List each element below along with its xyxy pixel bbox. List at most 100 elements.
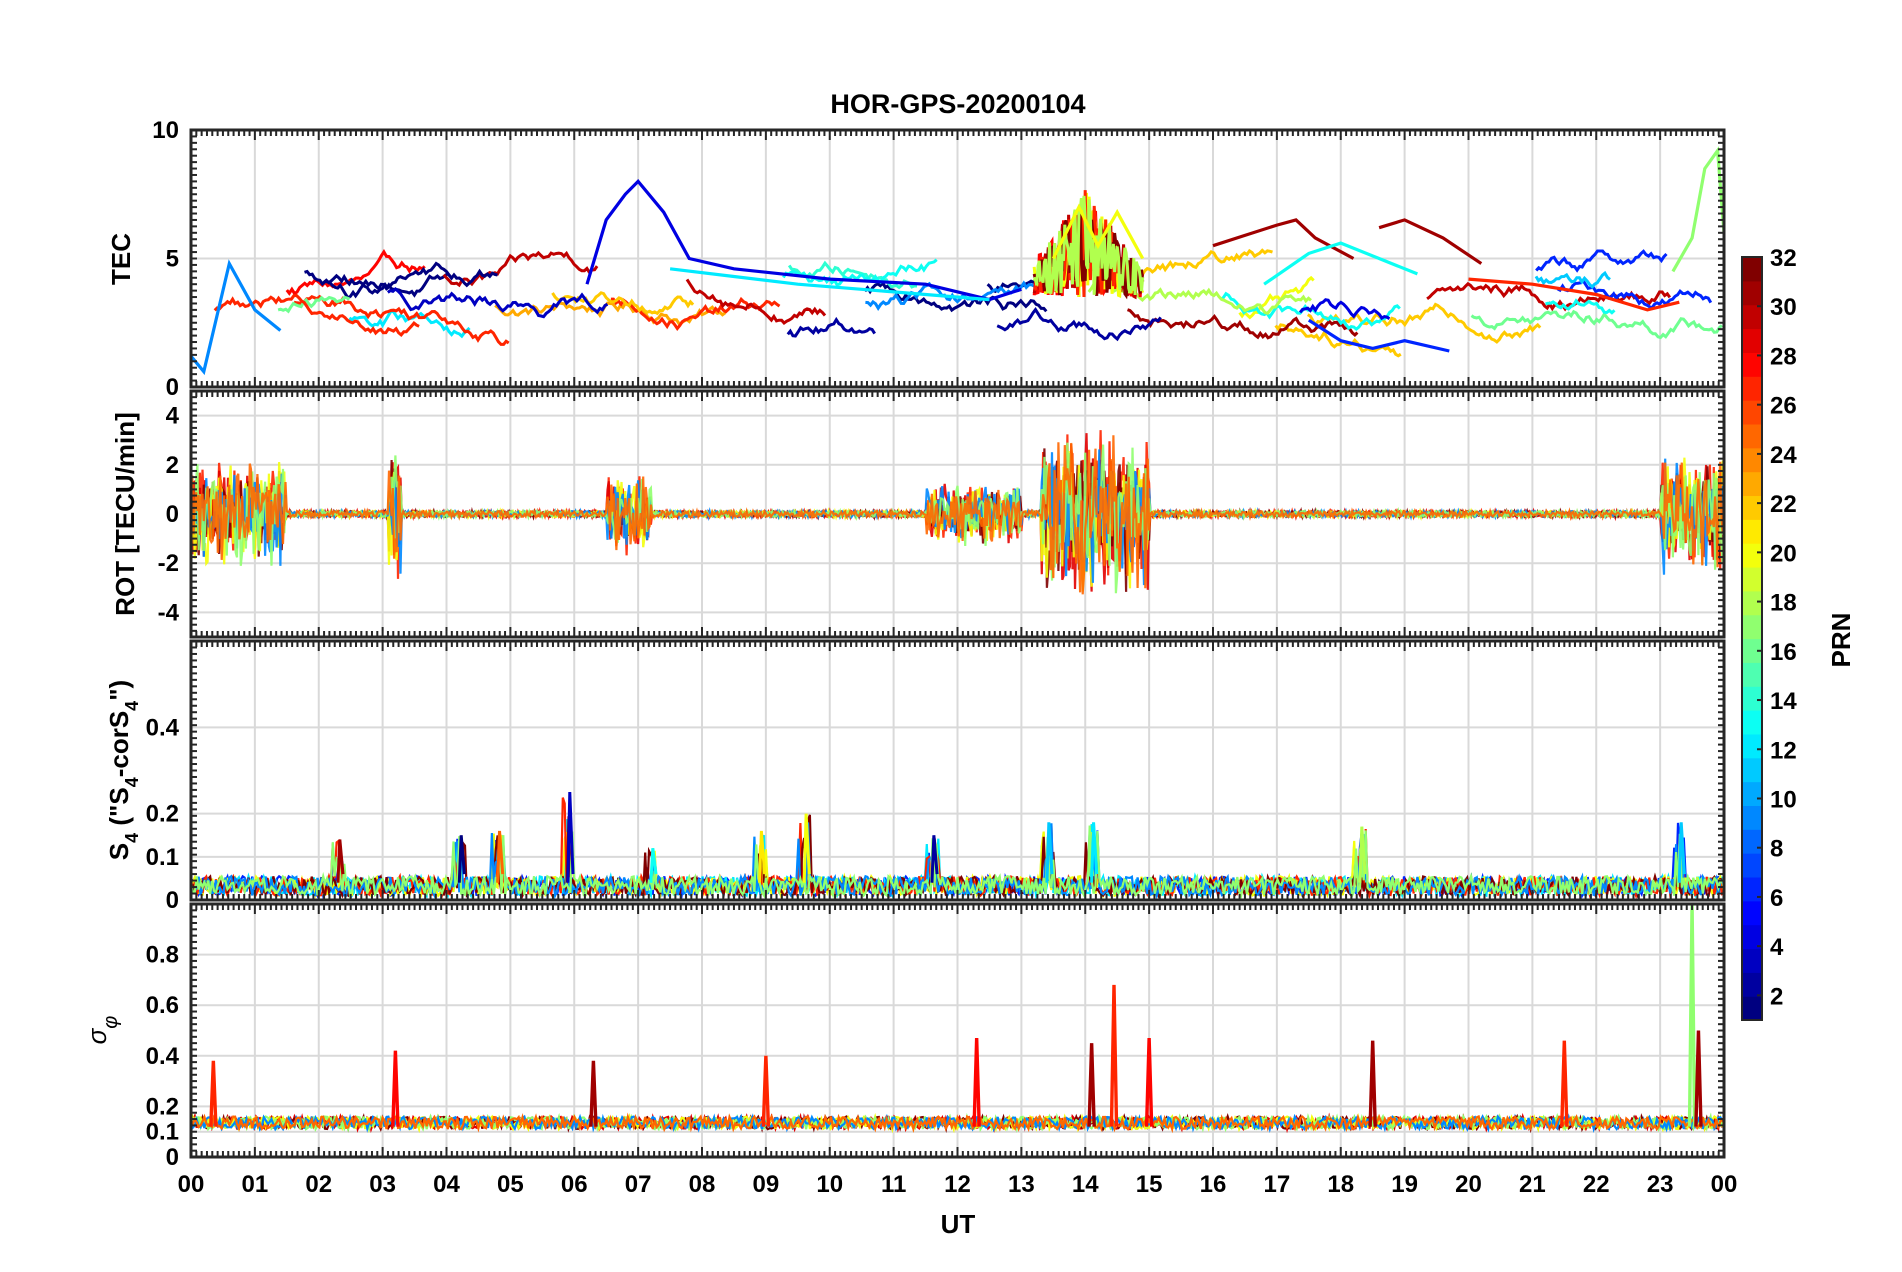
y-tick-label: -4 bbox=[158, 599, 180, 626]
sigma-spike bbox=[1109, 984, 1119, 1127]
colorbar-segment bbox=[1742, 996, 1762, 1021]
y-tick-label: 0.1 bbox=[146, 1119, 179, 1146]
y-axis-label: TEC bbox=[106, 233, 136, 285]
s4-peak bbox=[802, 813, 811, 883]
x-tick-label: 13 bbox=[1008, 1171, 1035, 1198]
y-tick-label: 0.2 bbox=[146, 1093, 179, 1120]
x-tick-label: 04 bbox=[433, 1171, 460, 1198]
panel-rot: -4 -2 0 2 4 ROT [TECU/min] bbox=[110, 389, 1726, 639]
colorbar-label: PRN bbox=[1826, 613, 1856, 668]
s4-peak bbox=[566, 792, 575, 883]
sigma-spike bbox=[1144, 1038, 1154, 1127]
colorbar-segment bbox=[1742, 924, 1762, 950]
colorbar-segment bbox=[1742, 519, 1762, 544]
x-tick-label: 00 bbox=[178, 1171, 205, 1198]
tec-trace bbox=[1535, 249, 1668, 273]
x-tick-label: 23 bbox=[1647, 1171, 1674, 1198]
y-axis-label: ROT [TECU/min] bbox=[110, 412, 140, 616]
sigma-spike bbox=[761, 1055, 771, 1127]
y-axis-label: σφ bbox=[82, 1016, 122, 1045]
y-tick-label: 0.2 bbox=[146, 801, 179, 828]
x-tick-label: 07 bbox=[625, 1171, 652, 1198]
colorbar-tick-label: 26 bbox=[1770, 393, 1797, 420]
traces bbox=[191, 904, 1724, 1134]
x-tick-label: 14 bbox=[1072, 1171, 1099, 1198]
sigma-spike bbox=[972, 1038, 981, 1127]
tec-trace bbox=[1306, 302, 1542, 344]
colorbar-segment bbox=[1742, 352, 1762, 377]
x-tick-label: 11 bbox=[881, 1171, 906, 1198]
x-tick-label: 01 bbox=[242, 1171, 269, 1198]
sigma-spike bbox=[1368, 1040, 1377, 1127]
colorbar-tick-label: 14 bbox=[1770, 688, 1797, 715]
tec-trace bbox=[1470, 309, 1723, 340]
panel-s4: 0 0.1 0.2 0.4S4 ("S4-corS4") bbox=[104, 639, 1726, 914]
colorbar-segment bbox=[1742, 566, 1762, 592]
colorbar-segment bbox=[1742, 781, 1762, 807]
sigma-spike bbox=[209, 1060, 218, 1127]
colorbar-tick-label: 20 bbox=[1770, 540, 1797, 567]
colorbar-tick-label: 2 bbox=[1770, 983, 1783, 1010]
colorbar-segment bbox=[1742, 948, 1762, 973]
colorbar-tick-label: 16 bbox=[1770, 639, 1797, 666]
tec-trace bbox=[782, 258, 938, 287]
x-tick-label: 22 bbox=[1583, 1171, 1610, 1198]
x-tick-label: 03 bbox=[369, 1171, 396, 1198]
sigma-trace bbox=[191, 1112, 1723, 1134]
rot-trace bbox=[191, 435, 1724, 595]
traces bbox=[191, 430, 1724, 595]
tec-trace bbox=[293, 294, 510, 346]
y-tick-label: 0.4 bbox=[146, 714, 180, 741]
chart-title: HOR-GPS-20200104 bbox=[830, 89, 1085, 119]
colorbar-frame bbox=[1741, 256, 1763, 1021]
x-tick-label: 00 bbox=[1711, 1171, 1738, 1198]
colorbar-tick-label: 30 bbox=[1770, 294, 1797, 321]
s4-peak bbox=[649, 848, 658, 883]
s4-peak bbox=[496, 830, 505, 883]
x-tick-label: 15 bbox=[1136, 1171, 1163, 1198]
colorbar-tick-label: 28 bbox=[1770, 343, 1797, 370]
x-tick-label: 08 bbox=[689, 1171, 716, 1198]
tec-series-prn-27 bbox=[1468, 277, 1680, 312]
tec-trace bbox=[1032, 195, 1145, 296]
tec-series-prn-6 bbox=[1307, 318, 1450, 353]
colorbar-tick-label: 8 bbox=[1770, 836, 1783, 863]
tec-trace bbox=[786, 316, 876, 338]
s4-peak bbox=[930, 835, 939, 883]
colorbar-segment bbox=[1742, 304, 1762, 330]
colorbar-tick-label: 6 bbox=[1770, 885, 1783, 912]
colorbar-tick-label: 4 bbox=[1770, 934, 1784, 961]
colorbar-segment bbox=[1742, 495, 1762, 520]
tec-trace bbox=[685, 278, 827, 325]
colorbar-segment bbox=[1742, 423, 1762, 449]
y-tick-label: 0 bbox=[166, 887, 179, 914]
y-tick-label: 4 bbox=[166, 403, 180, 430]
colorbar-segment bbox=[1742, 543, 1762, 568]
colorbar-tick-label: 12 bbox=[1770, 737, 1797, 764]
x-tick-label: 16 bbox=[1200, 1171, 1227, 1198]
x-axis-label: UT bbox=[941, 1209, 976, 1239]
x-tick-label: 21 bbox=[1519, 1171, 1546, 1198]
colorbar-segment bbox=[1742, 710, 1762, 735]
y-tick-label: 0.6 bbox=[146, 992, 179, 1019]
colorbar-segment bbox=[1742, 876, 1762, 902]
tec-trace bbox=[996, 306, 1162, 342]
colorbar-tick-label: 18 bbox=[1770, 590, 1797, 617]
tec-series-prn-31 bbox=[1378, 218, 1483, 265]
tec-series-prn-31 bbox=[1212, 218, 1355, 260]
tec-trace bbox=[277, 295, 351, 314]
colorbar-segment bbox=[1742, 376, 1762, 401]
colorbar-segment bbox=[1742, 447, 1762, 473]
sigma-spike bbox=[1687, 904, 1697, 1127]
tec-trace bbox=[787, 260, 917, 290]
x-tick-label: 20 bbox=[1455, 1171, 1482, 1198]
tec-series-prn-12 bbox=[669, 267, 990, 302]
colorbar-segment bbox=[1742, 686, 1762, 711]
tec-series-prn-4 bbox=[585, 179, 1022, 302]
tec-trace bbox=[285, 249, 426, 296]
y-tick-label: 0.1 bbox=[146, 844, 179, 871]
colorbar-tick-label: 24 bbox=[1770, 442, 1797, 469]
x-tick-label: 19 bbox=[1391, 1171, 1418, 1198]
tec-series-prn-13 bbox=[1263, 241, 1418, 286]
s4-peak bbox=[1090, 822, 1099, 883]
